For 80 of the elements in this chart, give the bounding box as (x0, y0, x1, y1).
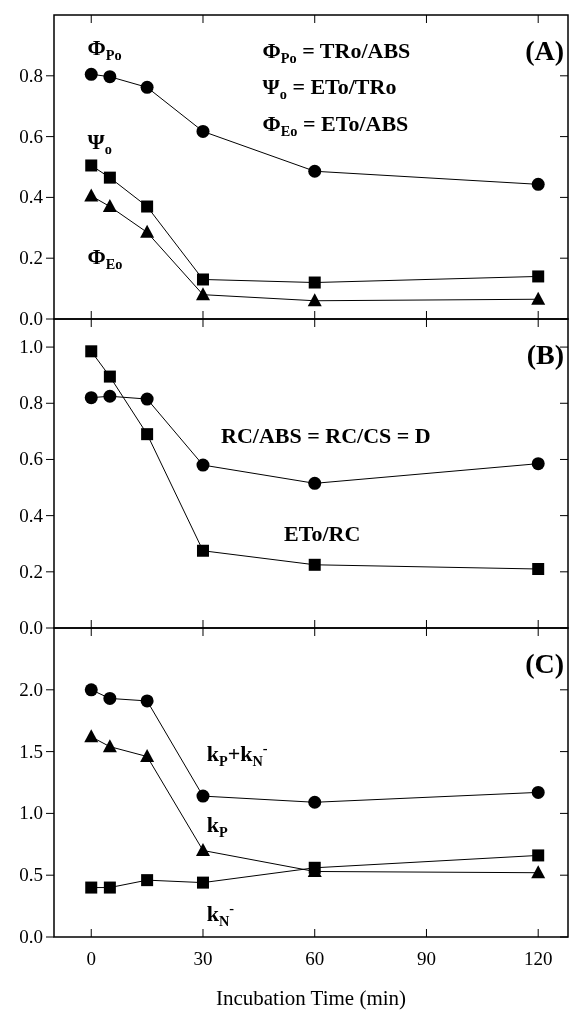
point (141, 874, 154, 887)
annotation: (A) (525, 35, 564, 66)
y-tick-label: 1.5 (19, 740, 43, 762)
point (308, 164, 322, 178)
series-label: k$_{P}$ (206, 811, 228, 840)
y-tick-label: 1.0 (19, 802, 43, 824)
point (84, 188, 99, 202)
point (196, 544, 209, 557)
point (531, 457, 545, 471)
point (85, 159, 98, 172)
point (103, 171, 116, 184)
y-tick-label: 0.5 (19, 864, 43, 886)
point (196, 789, 210, 803)
point (102, 199, 117, 213)
point (308, 276, 321, 289)
point (196, 273, 209, 286)
series-label: ETo/RC (284, 520, 361, 546)
point (532, 563, 545, 576)
point (85, 881, 98, 894)
point (102, 739, 117, 753)
y-tick-label: 0.2 (19, 247, 43, 269)
annotation: (B) (526, 339, 564, 370)
point (531, 177, 545, 191)
annotation: Φ$_{Eo}$ = ETo/ABS (262, 110, 409, 139)
y-tick-label: 0.6 (19, 125, 43, 147)
point (141, 200, 154, 213)
point (308, 795, 322, 809)
point (195, 287, 210, 301)
point (308, 558, 321, 571)
point (531, 291, 546, 305)
y-tick-label: 0.6 (19, 448, 43, 470)
series-label: RC/ABS = RC/CS = D (221, 422, 431, 448)
y-tick-label: 2.0 (19, 678, 43, 700)
y-tick-label: 0.0 (19, 617, 43, 638)
point (85, 345, 98, 358)
point (140, 694, 154, 708)
point (307, 293, 322, 307)
series-label: Ψ$_{o}$ (87, 128, 112, 157)
point (531, 785, 545, 799)
point (196, 876, 209, 889)
point (531, 865, 546, 879)
y-tick-label: 0.2 (19, 560, 43, 582)
point (84, 683, 98, 697)
point (140, 224, 155, 238)
x-tick-label: 30 (193, 948, 213, 969)
point (140, 749, 155, 763)
y-tick-label: 0.0 (19, 926, 43, 947)
point (103, 389, 117, 403)
point (195, 842, 210, 856)
x-tick-label: 120 (523, 948, 553, 969)
y-tick-label: 1.0 (19, 336, 43, 358)
x-axis-title: Incubation Time (min) (215, 986, 407, 1010)
annotation: (C) (525, 648, 564, 679)
x-tick-label: 60 (305, 948, 325, 969)
point (532, 849, 545, 862)
x-tick-label: 0 (86, 948, 96, 969)
y-tick-label: 0.4 (19, 186, 44, 208)
point (140, 80, 154, 94)
point (103, 881, 116, 894)
x-tick-label: 90 (416, 948, 436, 969)
point (532, 270, 545, 283)
point (196, 458, 210, 472)
y-tick-label: 0.0 (19, 308, 43, 329)
y-tick-label: 0.8 (19, 392, 43, 414)
y-tick-label: 0.4 (19, 504, 44, 526)
point (141, 428, 154, 441)
point (140, 392, 154, 406)
series-label: Φ$_{Eo}$ (87, 244, 123, 273)
point (196, 124, 210, 138)
point (308, 476, 322, 490)
annotation: Ψ$_{o}$ = ETo/TRo (262, 74, 397, 103)
legend-label: Φ$_{Po}$ (87, 34, 122, 63)
point (84, 391, 98, 405)
point (84, 729, 99, 743)
point (103, 691, 117, 705)
point (103, 70, 117, 84)
annotation: Φ$_{Po}$ = TRo/ABS (262, 37, 411, 66)
y-tick-label: 0.8 (19, 64, 43, 86)
point (103, 370, 116, 383)
point (84, 67, 98, 81)
